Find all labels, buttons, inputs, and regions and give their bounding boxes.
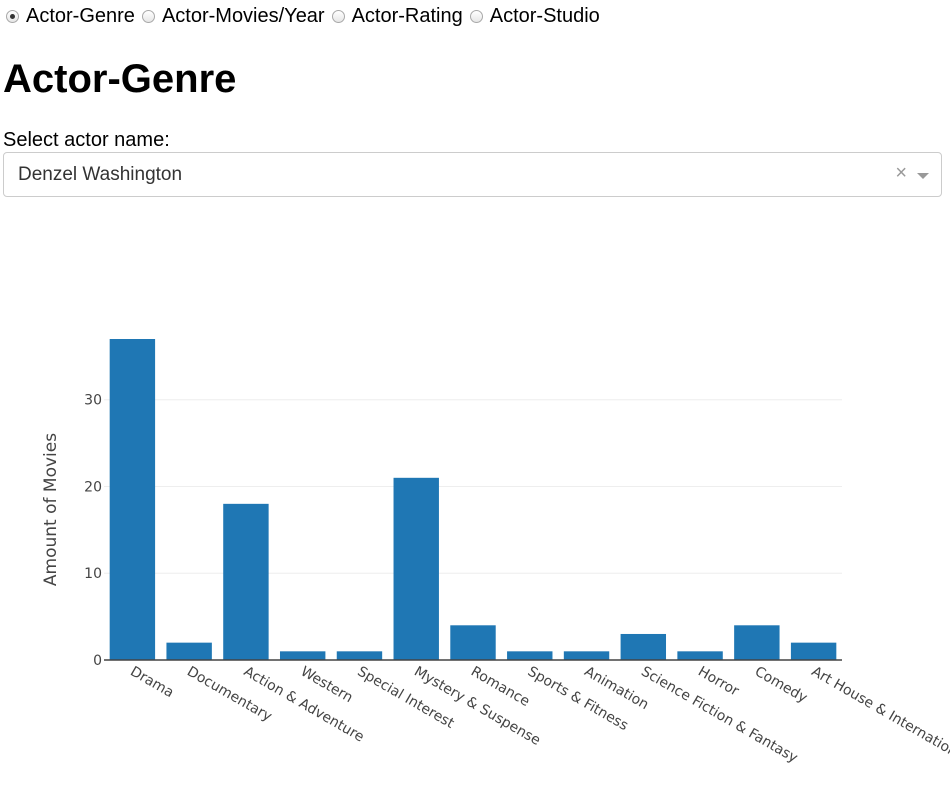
bar[interactable] [336,651,383,660]
bar[interactable] [734,625,780,660]
radio-label: Actor-Rating [351,4,463,27]
y-axis-title: Amount of Movies [41,433,61,586]
bar[interactable] [279,651,326,660]
radio-actor-studio[interactable]: Actor-Studio [469,4,600,28]
chevron-down-icon[interactable] [917,173,929,179]
y-tick-label: 20 [84,479,102,495]
bar[interactable] [563,651,610,660]
radio-actor-rating[interactable]: Actor-Rating [331,4,463,28]
radio-actor-genre[interactable]: Actor-Genre [6,5,135,28]
x-tick-label: Drama [127,664,176,702]
bar[interactable] [620,633,667,660]
radio-label: Actor-Genre [26,4,135,27]
bar[interactable] [109,339,156,660]
bars [109,339,837,660]
actor-select-label: Select actor name: [3,129,170,151]
clear-icon[interactable]: × [895,162,907,184]
x-tick-label: Art House & International [809,664,950,767]
bar[interactable] [790,642,837,660]
radio-actor-movies-year[interactable]: Actor-Movies/Year [141,4,325,28]
bar[interactable] [166,642,212,660]
y-tick-label: 0 [93,653,102,669]
y-tick-label: 30 [84,393,102,409]
x-tick-label: Comedy [752,664,810,707]
bar[interactable] [393,477,439,660]
x-tick-label: Special Interest [354,664,457,733]
actor-select-value: Denzel Washington [18,164,183,185]
radio-label: Actor-Movies/Year [161,4,325,27]
actor-select[interactable]: Denzel Washington × [3,152,942,197]
x-tick-label: Horror [695,664,742,700]
page-title: Actor-Genre [3,57,237,101]
radio-label: Actor-Studio [489,4,600,27]
bar[interactable] [223,503,269,660]
y-tick-label: 10 [84,566,102,582]
radio-button-icon[interactable] [141,9,155,23]
bar[interactable] [507,651,553,660]
radio-button-icon[interactable] [6,9,19,23]
radio-button-icon[interactable] [331,9,345,23]
gridlines [104,399,842,574]
bar[interactable] [450,625,496,660]
y-tick-labels: 0 10 20 30 [84,393,102,669]
radio-button-icon[interactable] [469,9,483,23]
chart-type-radio-group: Actor-Genre Actor-Movies/Year Actor-Rati… [6,5,607,27]
x-tick-label: Sports & Fitness [525,664,631,734]
bar[interactable] [677,651,723,660]
